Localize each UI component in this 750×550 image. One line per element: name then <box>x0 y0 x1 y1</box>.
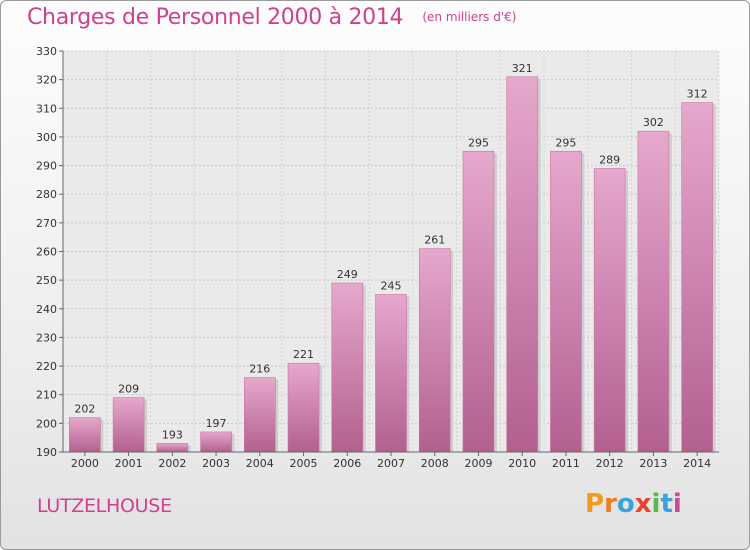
bar <box>681 102 713 453</box>
bar <box>331 282 364 453</box>
logo-letter: x <box>634 489 652 519</box>
bar-value-label: 193 <box>162 428 183 441</box>
x-tick-label: 2003 <box>202 457 230 470</box>
bar-value-label: 261 <box>424 234 445 247</box>
title-row: Charges de Personnel 2000 à 2014 (en mil… <box>27 5 516 30</box>
bar <box>550 150 582 453</box>
bar-value-label: 295 <box>555 136 576 149</box>
bar <box>156 443 189 453</box>
y-tick-label: 260 <box>36 246 57 259</box>
x-tick-label: 2012 <box>596 457 624 470</box>
chart-title: Charges de Personnel 2000 à 2014 <box>27 5 404 30</box>
x-tick-label: 2005 <box>290 457 318 470</box>
proxiti-logo[interactable]: Proxiti <box>585 489 682 519</box>
x-tick-label: 2009 <box>464 457 492 470</box>
y-tick-label: 240 <box>36 303 57 316</box>
bar <box>418 248 451 453</box>
logo-letter: i <box>651 489 661 519</box>
bar-value-label: 221 <box>293 348 314 361</box>
logo-letter: o <box>616 489 635 519</box>
y-tick-label: 310 <box>36 102 57 115</box>
x-tick-label: 2006 <box>333 457 361 470</box>
bar <box>112 397 145 453</box>
x-tick-label: 2004 <box>246 457 274 470</box>
bar-value-label: 249 <box>337 268 358 281</box>
x-tick-label: 2000 <box>71 457 99 470</box>
y-tick-label: 300 <box>36 131 57 144</box>
bar <box>69 417 101 453</box>
bar <box>462 150 495 453</box>
x-tick-label: 2002 <box>158 457 186 470</box>
bar-value-label: 321 <box>512 62 533 75</box>
y-tick-label: 330 <box>36 45 57 58</box>
y-tick-label: 320 <box>36 74 57 87</box>
x-tick-label: 2008 <box>421 457 449 470</box>
bar-value-label: 289 <box>599 153 620 166</box>
bar-value-label: 209 <box>118 383 139 396</box>
bar <box>506 76 539 453</box>
bar <box>593 168 626 453</box>
bar <box>244 377 276 453</box>
logo-letter: t <box>660 489 673 519</box>
chart-subtitle: (en milliers d'€) <box>422 10 517 24</box>
bar-value-label: 197 <box>206 417 227 430</box>
x-tick-label: 2001 <box>115 457 143 470</box>
bar-value-label: 202 <box>74 403 95 416</box>
y-tick-label: 290 <box>36 160 57 173</box>
y-tick-label: 190 <box>36 446 57 459</box>
bar-value-label: 302 <box>643 116 664 129</box>
x-tick-label: 2010 <box>508 457 536 470</box>
y-tick-label: 220 <box>36 360 57 373</box>
y-tick-label: 210 <box>36 389 57 402</box>
bar <box>375 294 407 453</box>
x-tick-label: 2013 <box>639 457 667 470</box>
y-tick-label: 270 <box>36 217 57 230</box>
bar-value-label: 295 <box>468 136 489 149</box>
bar <box>637 130 670 453</box>
bar-layer: 202 209 193 197 216 221 249 245 261 295 321 295 289 3… <box>69 62 716 453</box>
bar <box>200 431 232 453</box>
y-tick-label: 200 <box>36 417 57 430</box>
x-tick-label: 2007 <box>377 457 405 470</box>
bar-value-label: 216 <box>249 363 270 376</box>
bar <box>287 362 320 453</box>
axis-layer: 190 200 210 220 230 240 250 260 270 280 290 300 310 3… <box>36 45 719 470</box>
bar-value-label: 245 <box>381 279 402 292</box>
y-tick-label: 250 <box>36 274 57 287</box>
x-tick-label: 2014 <box>683 457 711 470</box>
commune-name: LUTZELHOUSE <box>37 495 172 517</box>
y-tick-label: 230 <box>36 331 57 344</box>
logo-letter: P <box>585 489 605 519</box>
bar-value-label: 312 <box>687 88 708 101</box>
x-tick-label: 2011 <box>552 457 580 470</box>
logo-letter: r <box>604 489 617 519</box>
logo-letter: i <box>672 489 682 519</box>
y-tick-label: 280 <box>36 188 57 201</box>
